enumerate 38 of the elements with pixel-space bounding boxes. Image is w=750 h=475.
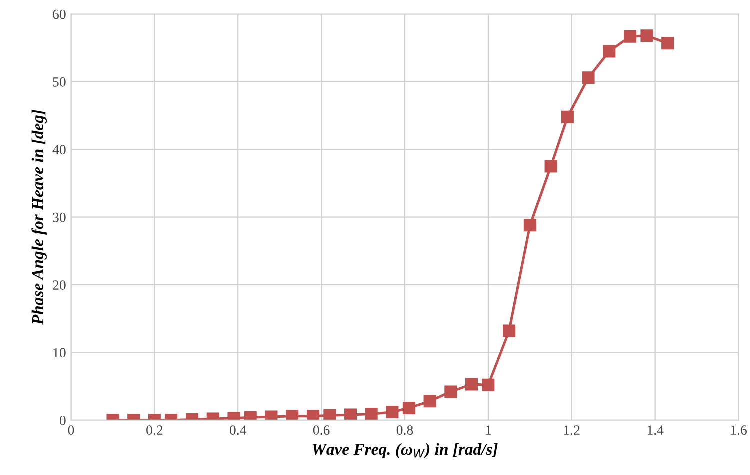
point	[424, 395, 436, 408]
point	[365, 408, 378, 420]
point	[306, 410, 320, 420]
point	[561, 110, 574, 124]
point	[640, 30, 654, 42]
point	[624, 30, 637, 43]
y-axis-title: Phase Angle for Heave in [deg]	[32, 110, 47, 326]
point	[662, 37, 674, 50]
y-tick-label: 20	[53, 280, 66, 290]
y-tick-label: 60	[53, 10, 66, 20]
x-tick-label: 1.4	[648, 426, 664, 436]
x-tick-label: 0.2	[146, 426, 163, 436]
x-tick-label: 0.4	[230, 426, 247, 436]
point	[444, 386, 458, 398]
x-tick-label: 0	[68, 426, 74, 436]
point	[482, 378, 495, 392]
y-tick-label: 0	[60, 416, 66, 426]
point	[402, 402, 416, 414]
point	[466, 378, 478, 391]
point	[324, 409, 336, 420]
point	[603, 45, 616, 58]
x-tick-label: 1	[486, 426, 492, 435]
point	[544, 160, 558, 173]
point	[524, 219, 536, 232]
y-tick-label: 30	[53, 212, 66, 222]
point	[286, 410, 299, 420]
y-tick-label: 10	[54, 348, 66, 358]
point	[386, 406, 399, 419]
point	[582, 72, 595, 84]
point	[344, 408, 358, 420]
x-tick-label: 0.6	[313, 426, 330, 436]
y-tick-label: 40	[52, 145, 66, 155]
x-tick-label: 1.6	[731, 426, 748, 436]
x-axis-title: Wave Freq. (ω$_{W}$) in [rad/s]	[312, 443, 498, 458]
x-tick-label: 1.2	[564, 426, 580, 436]
y-tick-label: 50	[53, 78, 66, 87]
point	[503, 324, 516, 338]
x-tick-label: 0.8	[396, 426, 414, 436]
